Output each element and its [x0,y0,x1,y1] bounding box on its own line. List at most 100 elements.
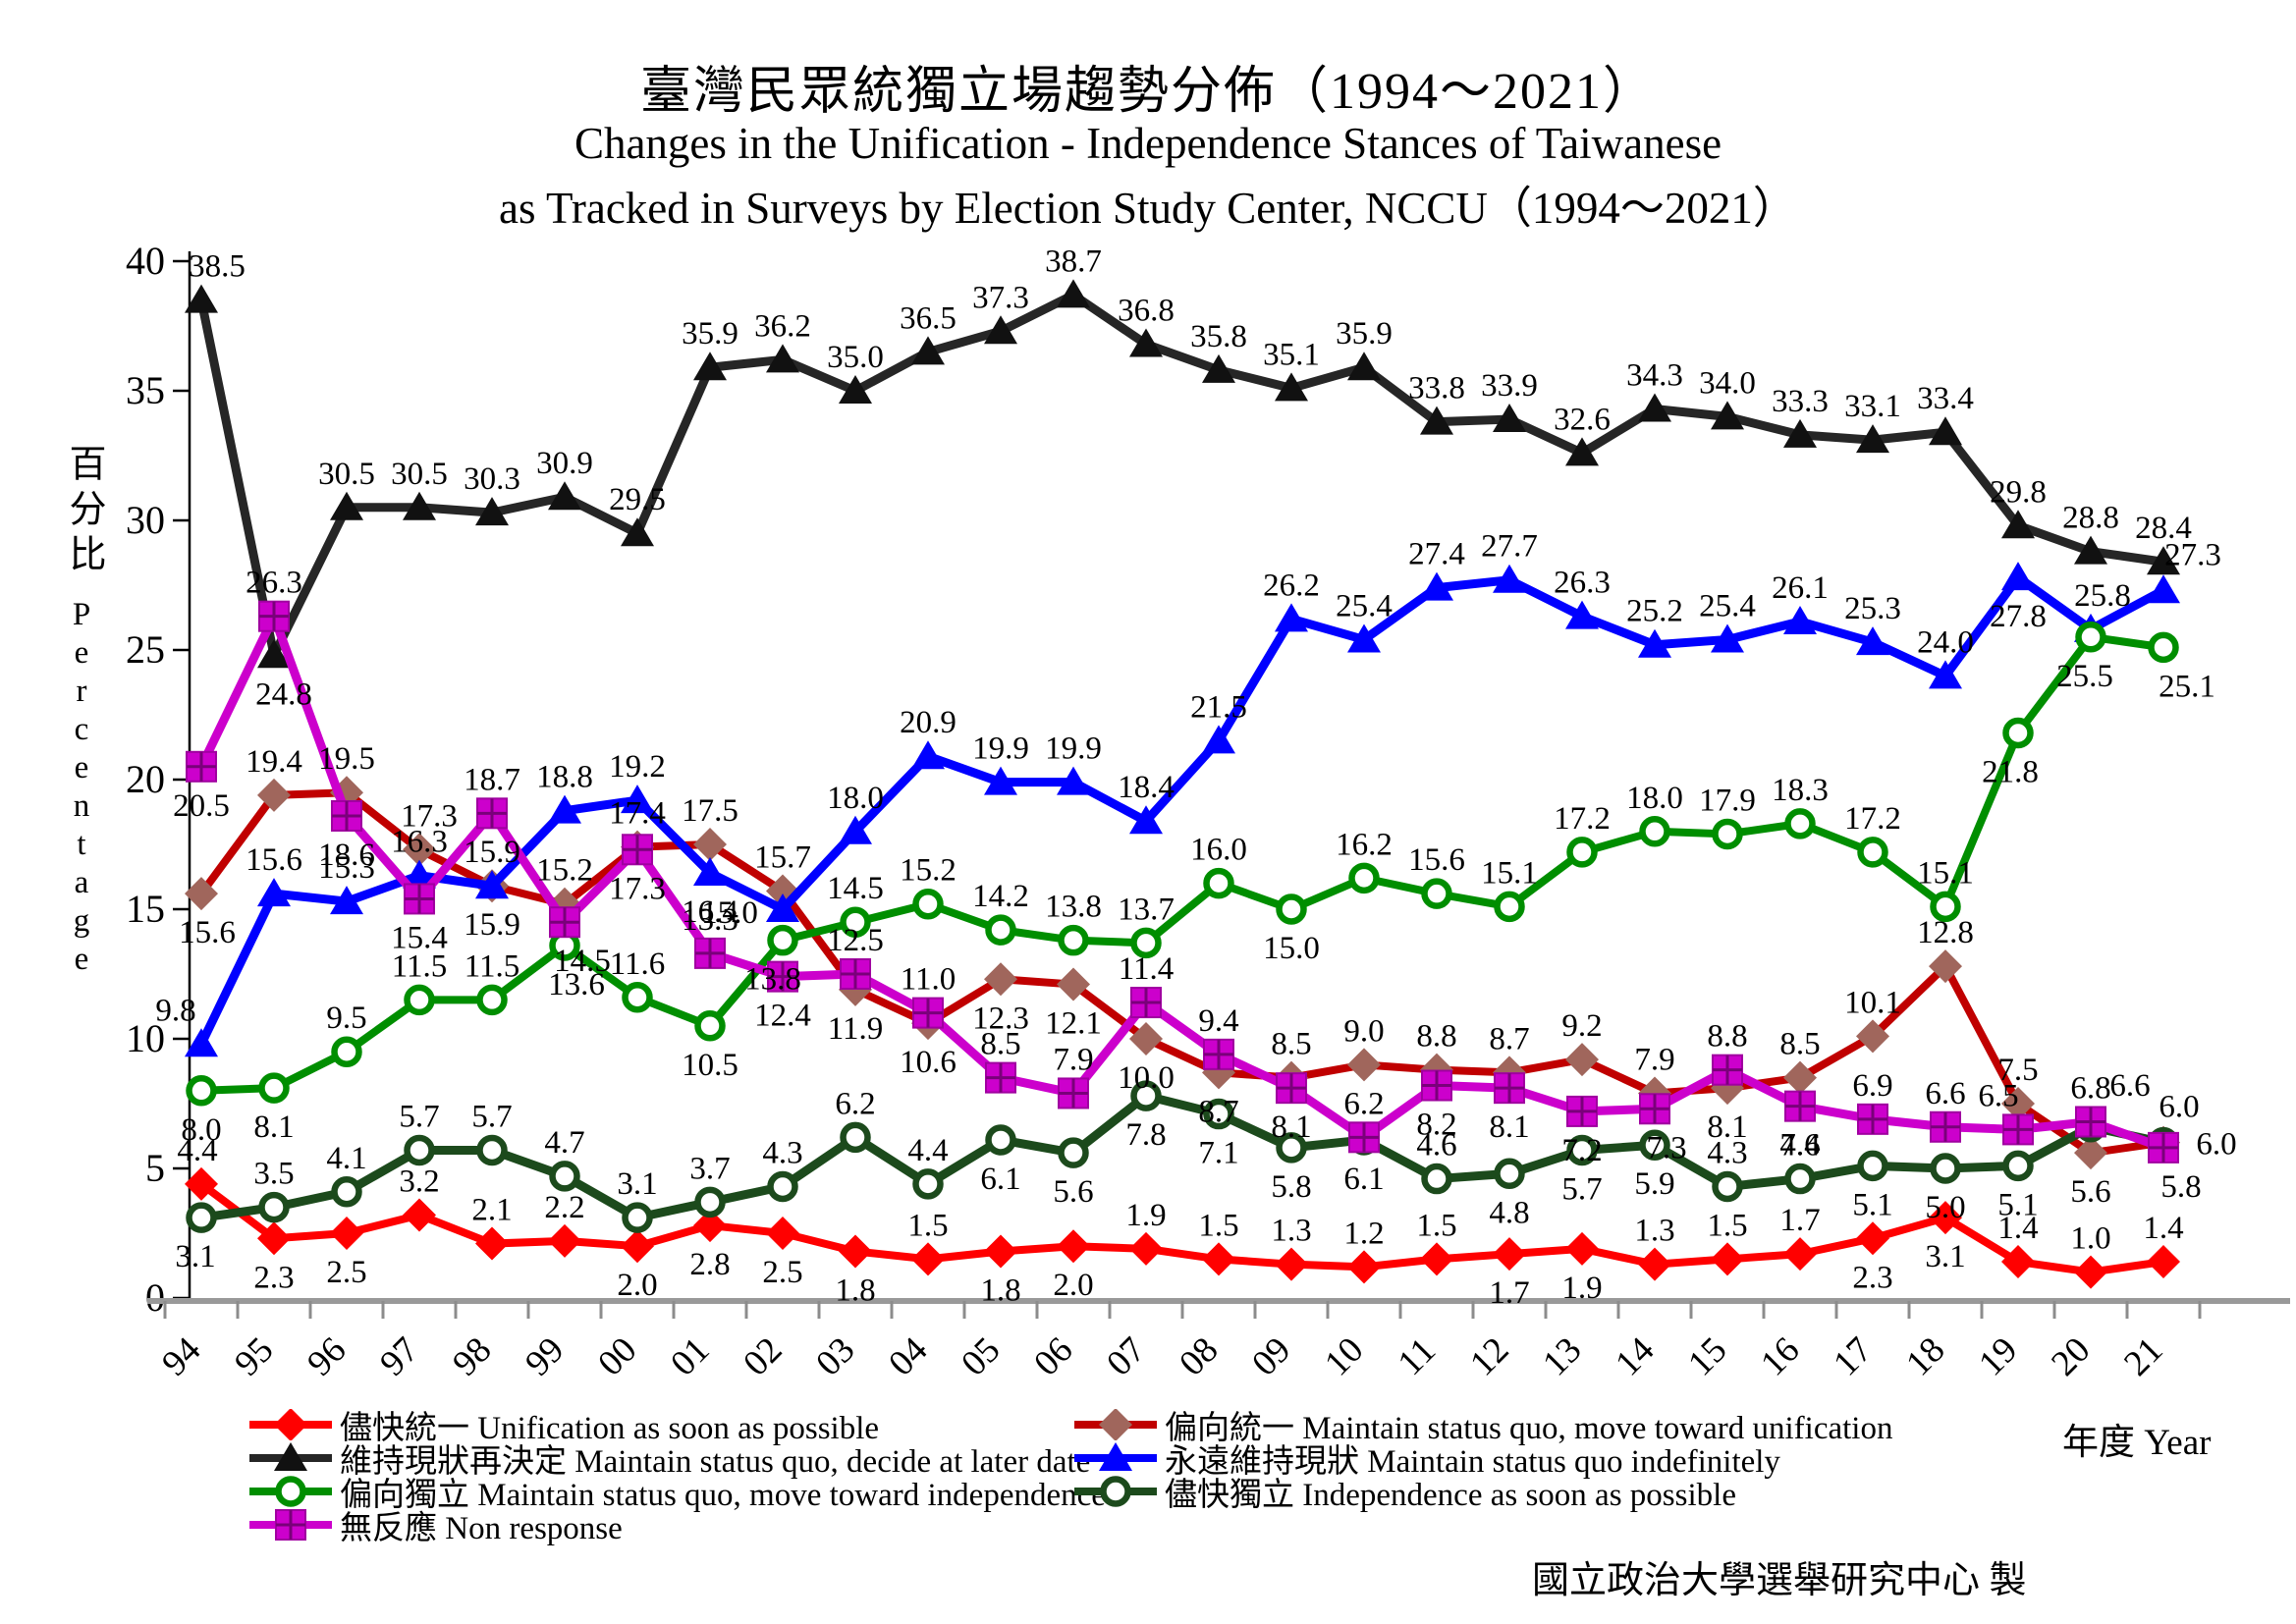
data-label: 33.3 [1772,384,1829,419]
marker-unification-asap [1638,1247,1671,1281]
marker-non-response [1857,1103,1888,1135]
data-label: 20.9 [900,705,957,740]
data-label: 36.2 [754,308,811,344]
data-label: 12.5 [827,923,884,958]
data-label: 8.5 [980,1027,1020,1062]
data-label: 37.3 [972,280,1029,315]
marker-status-quo-indefinitely [1783,605,1817,634]
data-label: 7.9 [1634,1042,1674,1077]
data-label: 15.3 [318,850,375,886]
marker-lean-independence [767,924,798,956]
marker-lean-unification [1783,1060,1817,1095]
marker-lean-unification [1099,1409,1132,1440]
data-label: 12.1 [1045,1006,1102,1042]
marker-status-quo-decide-later [2074,535,2107,565]
marker-unification-asap [1275,1247,1308,1281]
marker-unification-asap [766,1217,799,1250]
data-labels-unification-asap: 4.4 2.3 2.5 3.2 2.1 2.2 2.0 2.8 2.5 1.8 1.5 1.8 2.0 1… [177,1133,2183,1311]
x-tick-label-year: 18 [1898,1329,1952,1383]
x-tick-label-year: 08 [1172,1329,1226,1383]
data-label: 15.2 [536,853,593,889]
marker-status-quo-indefinitely [1099,1442,1132,1471]
x-tick-label-year: 02 [736,1329,790,1383]
data-labels-non-response: 20.5 26.3 18.6 15.4 18.7 14.5 17.3 13.3 12.4 12.5… [173,566,2202,1205]
y-tick-label: 15 [126,887,165,931]
series-status-quo-decide-later [185,279,2180,669]
data-label: 8.7 [1489,1021,1529,1056]
marker-non-response [1494,1072,1525,1105]
data-label: 8.1 [1489,1110,1529,1145]
data-label: 10.5 [682,1048,738,1083]
data-label: 3.1 [175,1239,215,1274]
data-label: 26.2 [1263,568,1320,603]
x-tick-label-year: 16 [1753,1329,1807,1383]
data-label: 20.5 [173,788,230,824]
marker-lean-unification [403,833,436,867]
data-label: 35.9 [1336,316,1393,352]
marker-unification-asap [839,1234,872,1269]
marker-unification-asap [274,1409,307,1440]
data-label: 8.7 [1198,1094,1238,1129]
data-label: 7.9 [1053,1042,1093,1077]
marker-status-quo-indefinitely [621,785,654,814]
data-label: 5.7 [1561,1172,1602,1208]
marker-independence-asap [1130,1080,1162,1111]
marker-lean-unification [1129,1022,1163,1056]
data-label: 25.4 [1336,588,1393,623]
data-label: 38.7 [1045,244,1102,279]
marker-lean-unification [257,778,291,812]
marker-unification-asap [403,1198,436,1232]
marker-status-quo-decide-later [1202,353,1235,383]
y-axis-label-english: Percentage [64,597,99,980]
data-label: 33.8 [1408,371,1465,406]
data-label: 28.8 [2062,501,2119,536]
legend-marker-lean-independence-icon [249,1476,332,1507]
data-label: 30.5 [318,457,375,492]
data-label: 36.8 [1118,293,1175,328]
legend-item-lean-independence: 偏向獨立 Maintain status quo, move toward in… [247,1475,1106,1513]
y-tick-label: 20 [126,757,165,801]
data-label: 17.9 [1699,783,1756,818]
marker-lean-independence [1348,862,1380,894]
data-label: 1.9 [1561,1271,1602,1306]
marker-independence-asap [1276,1132,1307,1164]
marker-status-quo-indefinitely [766,893,799,922]
data-label: 17.3 [609,871,666,906]
data-label: 4.4 [177,1133,217,1168]
data-label: 15.0 [1263,931,1320,966]
marker-status-quo-indefinitely [1711,623,1744,653]
data-label: 9.4 [1198,1003,1238,1039]
x-tick-label-year: 01 [663,1329,717,1383]
marker-lean-unification [984,962,1017,997]
legend-marker-status-quo-decide-later-icon [249,1442,332,1471]
marker-non-response [622,834,653,866]
data-label: 28.4 [2135,511,2192,546]
marker-independence-asap [1100,1476,1131,1507]
marker-unification-asap [475,1226,509,1261]
y-axis-label-chinese: 百分比 [63,444,104,579]
marker-independence-asap [1712,1170,1743,1203]
marker-status-quo-decide-later [185,284,218,313]
chart-title-chinese: 臺灣民眾統獨立場趨勢分佈（1994～2021） [639,64,1656,120]
marker-status-quo-decide-later [1275,372,1308,402]
data-label: 16.4 [682,894,738,930]
marker-status-quo-decide-later [1783,418,1817,448]
data-label: 5.6 [1053,1174,1093,1210]
data-label: 9.2 [1561,1008,1602,1044]
marker-independence-asap [476,1134,508,1166]
marker-lean-independence [1712,818,1743,850]
data-label: 25.2 [1626,594,1683,629]
data-label: 18.4 [1118,770,1175,805]
data-label: 9.0 [1343,1013,1384,1049]
marker-unification-asap [621,1229,654,1264]
data-label: 7.3 [1646,1130,1686,1165]
data-label: 11.5 [392,948,448,984]
data-label: 12.8 [1917,915,1974,950]
data-label: 21.5 [1190,689,1247,725]
marker-non-response [186,750,217,783]
data-label: 3.2 [399,1164,439,1200]
data-label: 14.2 [972,879,1029,914]
chart-title-english-line1: Changes in the Unification - Independenc… [574,119,1722,168]
marker-status-quo-indefinitely [1420,571,1453,601]
marker-non-response [767,960,798,993]
